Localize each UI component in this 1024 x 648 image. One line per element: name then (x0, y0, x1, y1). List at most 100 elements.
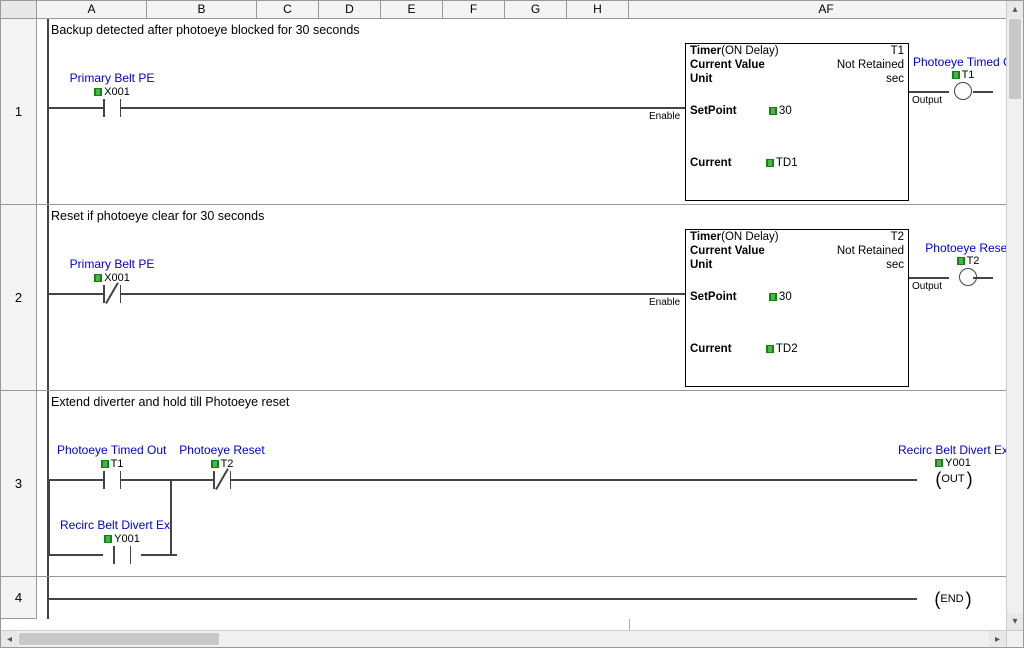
contact-label: Primary Belt PE (67, 71, 157, 85)
coil-out-icon: (OUT) (893, 469, 1006, 489)
coil-label: Photoeye Timed Out (913, 55, 1006, 69)
rung3-contact2[interactable]: Photoeye Reset T2 (177, 443, 267, 489)
rung4-end: (END) (917, 589, 987, 609)
coil-label: Photoeye Reset (923, 241, 1006, 255)
wire (677, 293, 685, 295)
col-H[interactable]: H (567, 1, 629, 18)
wire (48, 479, 67, 481)
scroll-right-icon[interactable]: ▸ (989, 631, 1006, 647)
timer-title-row: Timer(ON Delay)T2 (686, 230, 908, 244)
end-icon: (END) (917, 589, 987, 609)
status-icon (211, 460, 219, 468)
status-icon (769, 107, 777, 115)
enable-label: Enable (649, 111, 680, 122)
column-headers: A B C D E F G H AF (1, 1, 1023, 19)
contact-label: Photoeye Timed Out (57, 443, 157, 457)
col-AF[interactable]: AF (629, 1, 1023, 18)
status-icon (766, 345, 774, 353)
wire (48, 107, 67, 109)
wire (48, 293, 67, 295)
col-C[interactable]: C (257, 1, 319, 18)
rung3-branch-contact[interactable]: Recirc Belt Divert Ex Y001 (67, 518, 177, 564)
scroll-thumb[interactable] (19, 633, 219, 645)
ladder-editor: A B C D E F G H AF 1 2 3 4 Backup detect… (0, 0, 1024, 648)
header-corner (1, 1, 37, 18)
contact-addr: T1 (67, 458, 157, 470)
status-icon (957, 257, 965, 265)
rung1-comment: Backup detected after photoeye blocked f… (51, 23, 360, 37)
contact-label: Primary Belt PE (67, 257, 157, 271)
col-E[interactable]: E (381, 1, 443, 18)
left-rail (47, 19, 49, 204)
col-G[interactable]: G (505, 1, 567, 18)
status-icon (104, 535, 112, 543)
coil-addr: Y001 (893, 457, 1006, 469)
rung-4[interactable]: (END) (37, 577, 1006, 619)
status-icon (766, 159, 774, 167)
rung1-contact[interactable]: Primary Belt PE X001 (67, 71, 157, 117)
horizontal-scrollbar[interactable]: ◂ ▸ (1, 630, 1006, 647)
contact-addr: T2 (177, 458, 267, 470)
wire (157, 107, 677, 109)
enable-label: Enable (649, 297, 680, 308)
rung1-timer[interactable]: Timer(ON Delay)T1 Current ValueNot Retai… (685, 43, 909, 201)
row-header-3[interactable]: 3 (1, 391, 37, 577)
contact-no-icon (67, 471, 157, 489)
coil-icon (923, 267, 1006, 287)
status-icon (952, 71, 960, 79)
rung-1[interactable]: Backup detected after photoeye blocked f… (37, 19, 1006, 205)
wire (48, 479, 50, 555)
col-B[interactable]: B (147, 1, 257, 18)
coil-label: Recirc Belt Divert Ex (893, 443, 1006, 457)
coil-addr: T1 (913, 69, 1006, 81)
scrollbar-corner (1006, 630, 1023, 647)
status-icon (101, 460, 109, 468)
contact-no-icon (67, 99, 157, 117)
left-rail (47, 205, 49, 390)
row-header-1[interactable]: 1 (1, 19, 37, 205)
scroll-down-icon[interactable]: ▾ (1007, 613, 1023, 630)
rung1-coil[interactable]: Photoeye Timed Out T1 (913, 55, 1006, 101)
scroll-thumb[interactable] (1009, 19, 1021, 99)
timer-cv-row: Current ValueNot Retained (686, 58, 908, 72)
rung3-coil[interactable]: Recirc Belt Divert Ex Y001 (OUT) (893, 443, 1006, 489)
wire (48, 598, 917, 600)
contact-addr: X001 (67, 272, 157, 284)
vertical-scrollbar[interactable]: ▴ ▾ (1006, 1, 1023, 630)
rung3-comment: Extend diverter and hold till Photoeye r… (51, 395, 289, 409)
row-header-4[interactable]: 4 (1, 577, 37, 619)
wire (157, 293, 677, 295)
wire (973, 91, 993, 93)
rung-3[interactable]: Extend diverter and hold till Photoeye r… (37, 391, 1006, 577)
contact-nc-icon (177, 471, 267, 489)
status-icon (769, 293, 777, 301)
timer-cv-row: Current ValueNot Retained (686, 244, 908, 258)
wire (157, 554, 171, 556)
contact-addr: X001 (67, 86, 157, 98)
timer-title-row: Timer(ON Delay)T1 (686, 44, 908, 58)
row-header-2[interactable]: 2 (1, 205, 37, 391)
wire (677, 107, 685, 109)
timer-sp-row: SetPoint30 (686, 290, 908, 304)
wire (973, 277, 993, 279)
contact-addr: Y001 (67, 533, 177, 545)
col-D[interactable]: D (319, 1, 381, 18)
coil-addr: T2 (923, 255, 1006, 267)
timer-sp-row: SetPoint30 (686, 104, 908, 118)
timer-cur-row: CurrentTD1 (686, 156, 908, 170)
scroll-up-icon[interactable]: ▴ (1007, 1, 1023, 18)
status-icon (94, 274, 102, 282)
col-A[interactable]: A (37, 1, 147, 18)
rung2-contact[interactable]: Primary Belt PE X001 (67, 257, 157, 303)
timer-unit-row: Unitsec (686, 258, 908, 272)
wire (267, 479, 917, 481)
status-icon (935, 459, 943, 467)
rung2-coil[interactable]: Photoeye Reset T2 (923, 241, 1006, 287)
rung2-comment: Reset if photoeye clear for 30 seconds (51, 209, 264, 223)
wire (48, 554, 67, 556)
rung2-timer[interactable]: Timer(ON Delay)T2 Current ValueNot Retai… (685, 229, 909, 387)
rung-2[interactable]: Reset if photoeye clear for 30 seconds P… (37, 205, 1006, 391)
rung3-contact1[interactable]: Photoeye Timed Out T1 (67, 443, 157, 489)
col-F[interactable]: F (443, 1, 505, 18)
scroll-left-icon[interactable]: ◂ (1, 631, 18, 647)
